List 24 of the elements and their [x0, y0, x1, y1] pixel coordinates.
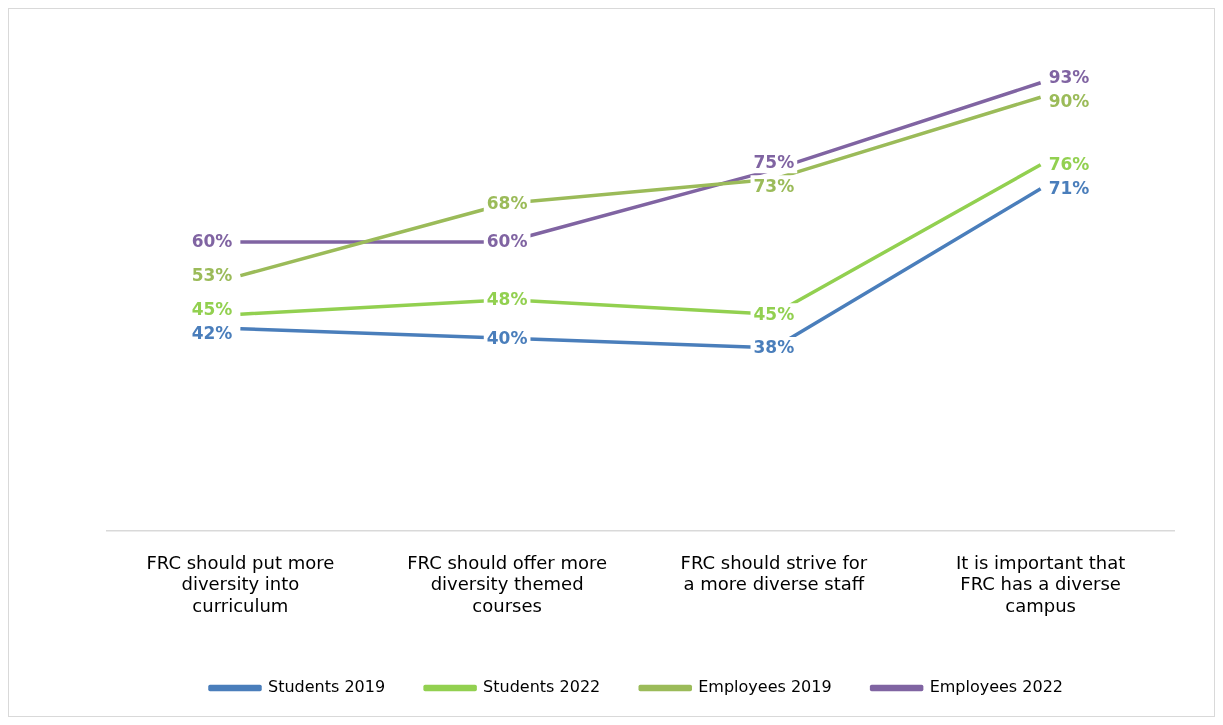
- legend-label: Employees 2019: [698, 677, 832, 697]
- x-tick-label: It is important that FRC has a diverse campus: [955, 551, 1126, 616]
- data-label: 45%: [191, 298, 233, 319]
- data-label: 40%: [486, 327, 528, 348]
- x-tick-label: FRC should strive for a more diverse staff: [680, 551, 868, 595]
- legend-label: Students 2022: [483, 677, 601, 697]
- data-label: 93%: [1048, 67, 1090, 88]
- data-label: 42%: [191, 322, 233, 343]
- data-label: 45%: [753, 303, 795, 324]
- x-tick-label: FRC should put more diversity into curriculum: [146, 551, 335, 616]
- data-label: 68%: [486, 192, 528, 213]
- data-label: 75%: [753, 151, 795, 172]
- data-label: 73%: [753, 175, 795, 196]
- data-label: 76%: [1048, 154, 1090, 175]
- data-label: 53%: [191, 265, 233, 286]
- x-tick-label: FRC should offer more diversity themed courses: [407, 551, 608, 616]
- legend-label: Students 2019: [267, 677, 386, 697]
- data-label: 90%: [1048, 91, 1090, 112]
- data-label: 38%: [753, 337, 795, 358]
- legend-label: Employees 2022: [929, 677, 1064, 697]
- data-label: 60%: [486, 231, 528, 252]
- data-label: 48%: [486, 289, 528, 310]
- data-label: 60%: [191, 231, 233, 252]
- data-label: 71%: [1048, 178, 1090, 199]
